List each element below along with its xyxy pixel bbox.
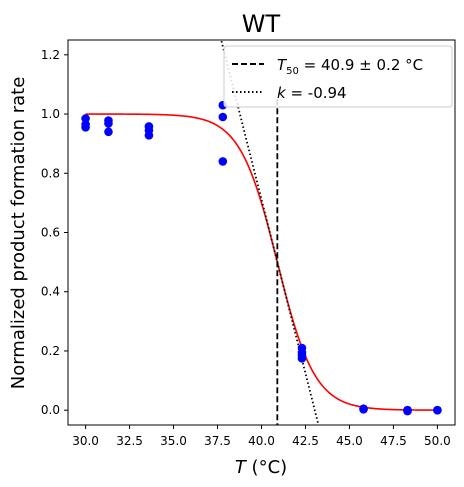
y-tick-label: 1.0 [41,107,60,121]
data-point [403,406,412,416]
x-tick-label: 47.5 [380,434,407,448]
data-point [81,114,90,123]
legend: T50 = 40.9 ± 0.2 °C k = -0.94 [223,45,453,108]
plot-layer: 30.0 32.5 35.0 37.5 40.0 42.5 45.0 47.5 50.0 0.0 0… [41,39,456,448]
y-tick-label: 0.4 [41,285,60,299]
x-tick-label: 45.0 [336,434,363,448]
legend-slope-value: = -0.94 [286,84,347,102]
fit-curve [85,113,438,411]
x-tick-label: 42.5 [292,434,319,448]
legend-t50-symbol: T [277,56,288,74]
data-point [218,112,228,122]
x-tick-label: 37.5 [204,434,231,448]
legend-t50-value: = 40.9 ± 0.2 °C [299,56,423,74]
y-tick-label: 0.8 [41,166,60,180]
x-tick-label: 32.5 [116,434,143,448]
y-tick-label: 0.0 [41,403,60,417]
x-tick-label: 40.0 [248,434,275,448]
x-axis-label: T (°C) [235,457,287,478]
legend-t50-label: T50 = 40.9 ± 0.2 °C [277,56,423,77]
data-point [81,123,90,132]
x-tick-label: 35.0 [160,434,187,448]
legend-box [223,45,453,108]
plot-area [81,40,442,425]
data-point [433,405,442,415]
y-tick-label: 0.6 [41,226,60,240]
data-point [218,157,228,166]
x-axis-label-unit: (°C) [246,457,287,478]
x-tick-label: 50.0 [424,434,451,448]
data-point [104,127,113,137]
x-tick-label: 30.0 [72,434,99,448]
legend-t50-subscript: 50 [286,66,299,77]
y-axis-label: Normalized product formation rate [8,77,29,390]
y-tick-label: 0.2 [41,344,60,358]
y-tick-label: 1.2 [41,48,60,62]
legend-slope-label: k = -0.94 [277,84,347,102]
data-point [297,354,307,363]
legend-slope-symbol: k [277,84,287,102]
data-point [104,119,113,128]
chart-title: WT [242,10,281,38]
data-point [144,131,154,140]
data-point [359,405,368,414]
x-axis-label-symbol: T [235,457,248,478]
